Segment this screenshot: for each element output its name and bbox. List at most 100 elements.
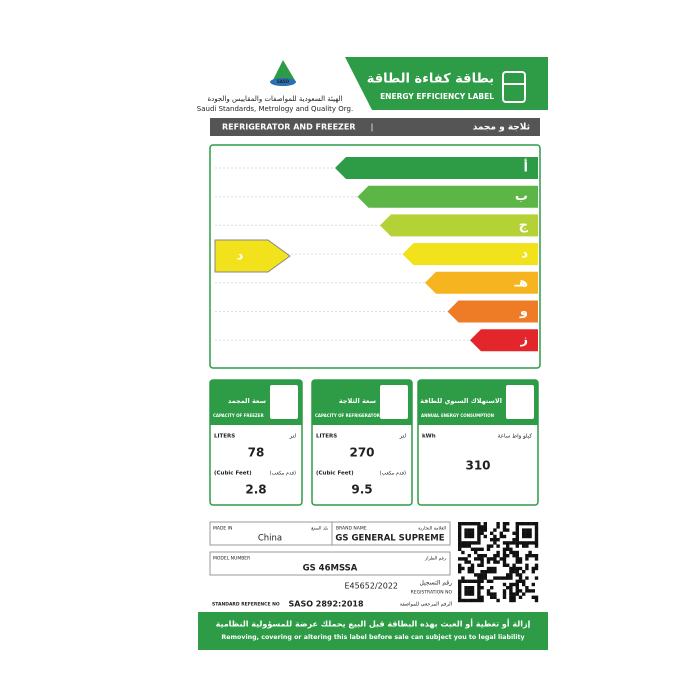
- qr-module: [502, 525, 507, 529]
- grade-arrow: [470, 329, 538, 352]
- qr-module: [483, 525, 487, 529]
- qr-module: [461, 522, 465, 526]
- qr-module: [509, 576, 513, 580]
- qr-module: [522, 531, 526, 535]
- qr-module: [480, 560, 484, 564]
- qr-module: [512, 538, 516, 542]
- qr-module: [464, 541, 468, 545]
- qr-module: [499, 534, 503, 539]
- qr-module: [509, 589, 513, 593]
- qr-module: [509, 541, 513, 545]
- qr-module: [518, 579, 523, 583]
- qr-module: [531, 522, 535, 526]
- qr-module: [458, 541, 462, 545]
- qr-module: [458, 547, 462, 551]
- qr-module: [477, 557, 481, 561]
- qr-module: [525, 566, 529, 571]
- qr-module: [502, 582, 507, 587]
- brand-arabic: العلامة التجارية: [418, 527, 446, 532]
- grade-arrow: [357, 185, 538, 208]
- qr-module: [493, 554, 497, 558]
- qr-module: [486, 544, 491, 548]
- qr-module: [477, 586, 481, 590]
- qr-module: [493, 592, 497, 596]
- unit-english: LITERS: [214, 434, 235, 440]
- qr-module: [464, 592, 468, 596]
- qr-module: [464, 531, 468, 535]
- qr-module: [502, 576, 507, 580]
- qr-module: [467, 589, 471, 593]
- qr-module: [470, 589, 475, 593]
- qr-module: [477, 528, 481, 532]
- qr-module: [506, 576, 510, 580]
- qr-module: [515, 538, 519, 542]
- qr-module: [464, 534, 468, 539]
- unit-arabic: لتر: [289, 434, 297, 440]
- qr-module: [461, 541, 465, 545]
- qr-module: [522, 528, 526, 532]
- header-band: [345, 57, 548, 110]
- qr-module: [480, 531, 484, 535]
- qr-module: [534, 538, 539, 542]
- grade-label: أ: [524, 159, 528, 176]
- qr-module: [480, 595, 484, 599]
- qr-module: [515, 531, 519, 535]
- qr-module: [502, 560, 507, 564]
- qr-module: [496, 598, 500, 603]
- qr-module: [506, 544, 510, 548]
- qr-module: [512, 595, 516, 599]
- box-value2: 9.5: [351, 483, 372, 497]
- grade-arrow: [447, 300, 538, 323]
- qr-module: [515, 534, 519, 539]
- qr-module: [518, 541, 523, 545]
- qr-module: [534, 541, 539, 545]
- qr-module: [522, 544, 526, 548]
- qr-module: [480, 576, 484, 580]
- footer-english: Removing, covering or altering this labe…: [221, 634, 524, 641]
- qr-module: [458, 598, 462, 603]
- qr-module: [480, 563, 484, 567]
- qr-module: [483, 554, 487, 558]
- qr-module: [458, 534, 462, 539]
- box-icon: [270, 385, 298, 419]
- unit2-english: (Cubic Feet): [214, 471, 252, 477]
- qr-module: [515, 541, 519, 545]
- box-title-english: CAPACITY OF REFRIGERATOR: [315, 413, 380, 418]
- qr-module: [458, 544, 462, 548]
- qr-module: [477, 598, 481, 603]
- grade-label: ز: [520, 333, 528, 348]
- qr-module: [525, 534, 529, 539]
- qr-module: [477, 547, 481, 551]
- qr-module: [509, 547, 513, 551]
- qr-module: [480, 557, 484, 561]
- unit-english: LITERS: [316, 434, 337, 440]
- qr-module: [470, 598, 475, 603]
- qr-module: [490, 586, 494, 590]
- qr-module: [496, 538, 500, 542]
- qr-module: [467, 592, 471, 596]
- org-arabic: الهيئة السعودية للمواصفات والمقاييس والج…: [207, 95, 342, 103]
- registration-arabic: رقم التسجيل: [419, 580, 452, 587]
- qr-module: [515, 550, 519, 555]
- unit-arabic: كيلو واط ساعة: [498, 433, 533, 440]
- scale-box: [209, 144, 541, 369]
- qr-module: [528, 528, 532, 532]
- qr-module: [458, 531, 462, 535]
- qr-module: [502, 528, 507, 532]
- qr-module: [477, 573, 481, 577]
- qr-module: [477, 534, 481, 539]
- qr-module: [458, 522, 462, 526]
- logo-text: SASO: [277, 79, 290, 84]
- qr-module: [474, 550, 478, 555]
- qr-module: [502, 557, 507, 561]
- qr-module: [512, 554, 516, 558]
- box-title-english: CAPACITY OF FREEZER: [213, 413, 264, 418]
- qr-module: [467, 586, 471, 590]
- qr-module: [467, 554, 471, 558]
- qr-module: [470, 586, 475, 590]
- qr-module: [525, 576, 529, 580]
- qr-module: [502, 589, 507, 593]
- qr-module: [515, 566, 519, 571]
- qr-module: [467, 570, 471, 574]
